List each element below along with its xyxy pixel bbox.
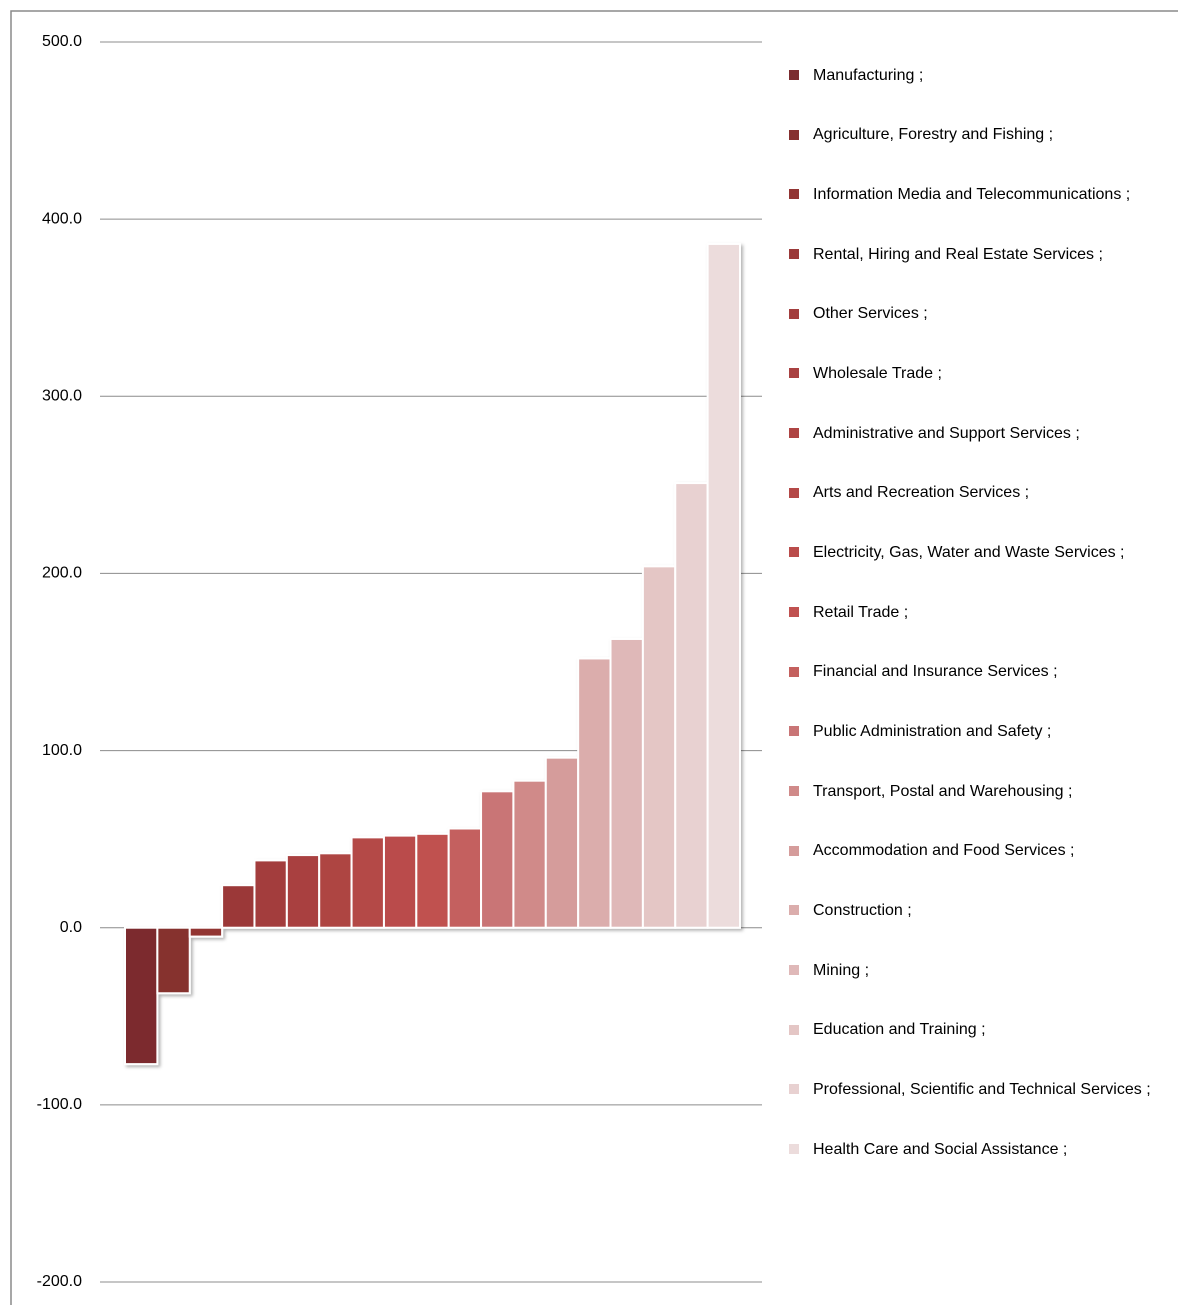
legend-swatch [789, 249, 799, 259]
bar [577, 657, 612, 929]
bars [124, 242, 742, 1066]
legend-label: Agriculture, Forestry and Fishing ; [813, 126, 1054, 144]
legend-swatch [789, 905, 799, 916]
y-tick-label: -200.0 [37, 1273, 82, 1290]
bar [447, 827, 483, 929]
bar [156, 926, 191, 995]
y-tick-label: 500.0 [42, 33, 82, 50]
bar [221, 884, 256, 929]
legend-swatch [789, 1144, 799, 1154]
bar [706, 242, 742, 929]
legend-swatch [789, 368, 799, 379]
y-tick-label: 200.0 [42, 565, 82, 582]
legend-swatch [789, 666, 799, 677]
legend-label: Retail Trade ; [813, 603, 909, 621]
legend-swatch [789, 308, 799, 319]
frame [10, 10, 1178, 1305]
y-tick-label: 0.0 [60, 919, 82, 936]
y-tick-label: -100.0 [37, 1096, 82, 1113]
legend-swatch [789, 547, 799, 558]
legend-label: Information Media and Telecommunications… [813, 185, 1131, 203]
bar [641, 565, 677, 929]
legend-label: Accommodation and Food Services ; [813, 842, 1075, 860]
legend-swatch [789, 129, 799, 140]
legend-swatch [789, 965, 799, 975]
legend-label: Education and Training ; [813, 1021, 986, 1039]
legend-label: Mining ; [813, 961, 870, 979]
bar [124, 926, 159, 1066]
bar [382, 834, 418, 929]
legend-label: Public Administration and Safety ; [813, 722, 1052, 740]
legend-label: Professional, Scientific and Technical S… [813, 1080, 1151, 1098]
legend-label: Manufacturing ; [813, 66, 924, 84]
legend-swatch [789, 607, 799, 617]
legend-swatch [789, 487, 799, 498]
legend-swatch [789, 70, 799, 80]
legend-label: Construction ; [813, 901, 912, 919]
bar [285, 854, 321, 929]
legend-label: Health Care and Social Assistance ; [813, 1140, 1068, 1158]
bar [512, 779, 547, 929]
bar [609, 637, 644, 929]
y-tick-label: 400.0 [42, 210, 82, 227]
bar [674, 482, 709, 929]
legend-swatch [789, 1084, 799, 1095]
legend-label: Transport, Postal and Warehousing ; [813, 782, 1073, 800]
legend-label: Administrative and Support Services ; [813, 424, 1080, 442]
legend-swatch [789, 786, 799, 796]
legend-label: Wholesale Trade ; [813, 364, 942, 382]
bar [544, 756, 580, 929]
bar [350, 836, 385, 929]
bar [318, 852, 353, 929]
legend-swatch [789, 1024, 799, 1035]
legend-label: Other Services ; [813, 305, 928, 323]
legend-label: Rental, Hiring and Real Estate Services … [813, 245, 1103, 263]
legend-label: Financial and Insurance Services ; [813, 663, 1058, 681]
legend-label: Arts and Recreation Services ; [813, 484, 1030, 502]
bar [253, 859, 288, 929]
y-tick-label: 100.0 [42, 742, 82, 759]
bar [480, 790, 515, 929]
legend-swatch [789, 845, 799, 856]
y-tick-label: 300.0 [42, 388, 82, 405]
legend-swatch [789, 189, 799, 200]
legend-swatch [789, 726, 799, 737]
bar [188, 926, 224, 938]
legend-label: Electricity, Gas, Water and Waste Servic… [813, 543, 1125, 561]
legend-swatch [789, 428, 799, 438]
bar [415, 832, 450, 929]
